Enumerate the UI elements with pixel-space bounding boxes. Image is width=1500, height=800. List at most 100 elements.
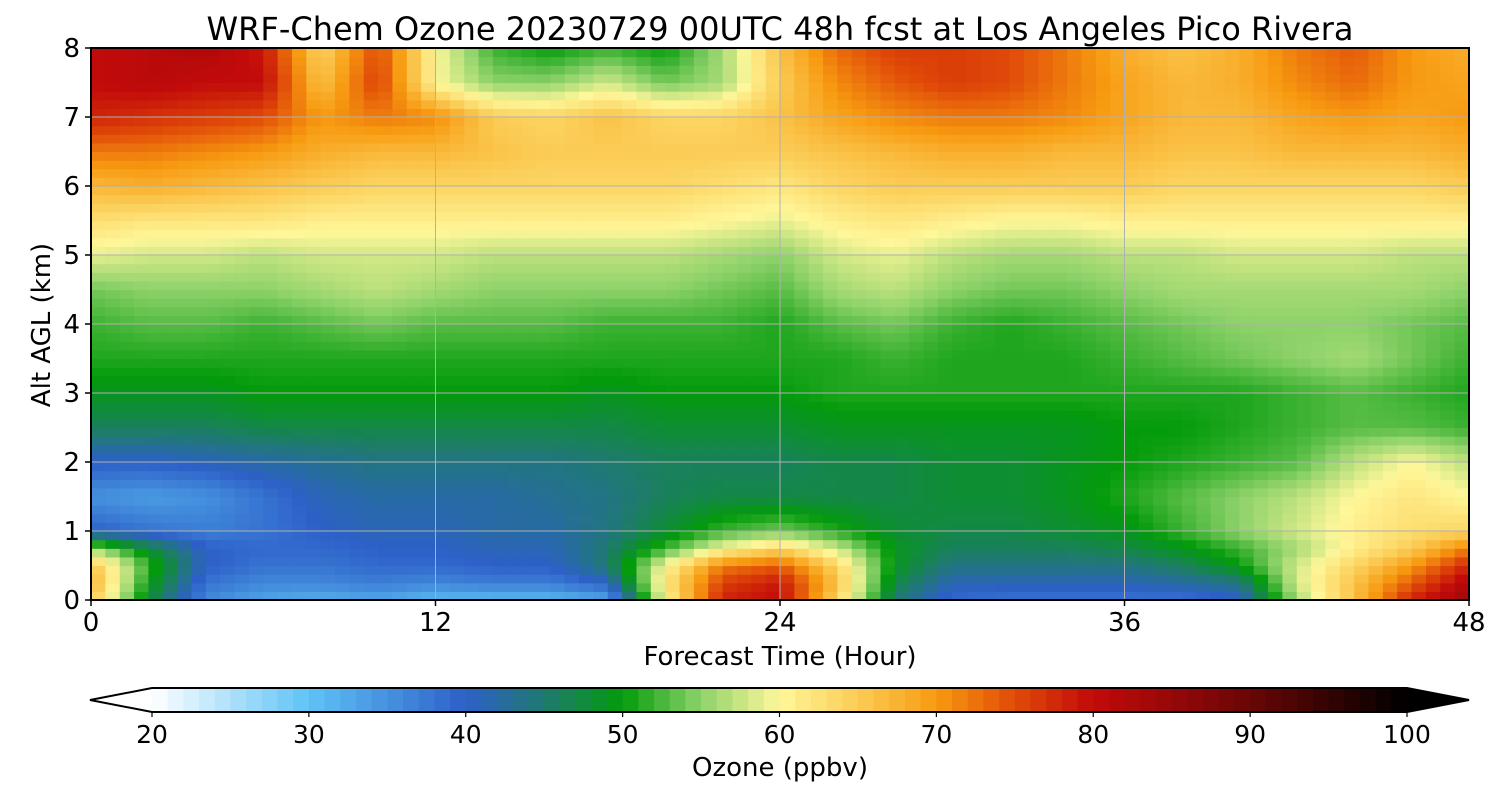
heatmap-cell <box>1354 272 1370 282</box>
heatmap-cell <box>722 341 738 351</box>
heatmap-cell <box>823 289 839 299</box>
heatmap-cell <box>995 375 1011 385</box>
heatmap-cell <box>1124 513 1140 523</box>
heatmap-cell <box>794 574 810 584</box>
heatmap-cell <box>1153 220 1169 230</box>
heatmap-cell <box>1411 582 1427 592</box>
heatmap-cell <box>837 203 853 213</box>
heatmap-cell <box>765 246 781 256</box>
heatmap-cell <box>349 349 365 360</box>
heatmap-cell <box>751 462 767 472</box>
heatmap-cell <box>205 513 221 523</box>
heatmap-cell <box>464 427 480 437</box>
heatmap-cell <box>263 436 279 446</box>
heatmap-cell <box>1339 548 1355 558</box>
heatmap-cell <box>1239 177 1255 187</box>
heatmap-cell <box>1296 487 1312 498</box>
heatmap-cell <box>966 436 982 446</box>
heatmap-cell <box>622 160 638 170</box>
heatmap-cell <box>335 341 350 351</box>
heatmap-cell <box>866 401 882 411</box>
heatmap-cell <box>937 505 953 515</box>
heatmap-cell <box>1397 401 1413 411</box>
heatmap-cell <box>1095 444 1111 454</box>
heatmap-cell <box>550 220 566 230</box>
heatmap-cell <box>808 453 824 463</box>
heatmap-cell <box>1009 280 1025 291</box>
heatmap-cell <box>593 263 609 273</box>
heatmap-cell <box>593 306 609 316</box>
heatmap-cell <box>119 289 135 299</box>
heatmap-cell <box>736 324 752 334</box>
heatmap-cell <box>980 574 996 584</box>
heatmap-cell <box>492 565 508 575</box>
heatmap-cell <box>1153 358 1169 368</box>
heatmap-cell <box>507 315 523 325</box>
heatmap-cell <box>794 393 810 403</box>
heatmap-cell <box>320 306 336 316</box>
heatmap-cell <box>521 531 537 541</box>
heatmap-cell <box>1124 168 1140 178</box>
heatmap-cell <box>622 513 638 523</box>
heatmap-cell <box>392 375 408 385</box>
heatmap-cell <box>1124 470 1140 480</box>
heatmap-cell <box>1253 341 1269 351</box>
heatmap-cell <box>751 487 767 498</box>
heatmap-cell <box>1067 375 1083 385</box>
heatmap-cell <box>1368 479 1384 489</box>
heatmap-cell <box>579 393 594 403</box>
heatmap-cell <box>1411 272 1427 282</box>
heatmap-cell <box>1181 367 1197 377</box>
heatmap-cell <box>823 211 839 222</box>
heatmap-cell <box>234 539 250 549</box>
heatmap-cell <box>794 427 810 437</box>
heatmap-cell <box>492 591 508 601</box>
heatmap-cell <box>91 237 106 247</box>
heatmap-cell <box>1411 237 1427 247</box>
heatmap-cell <box>1181 203 1197 213</box>
heatmap-cell <box>1095 160 1111 170</box>
heatmap-cell <box>162 591 178 601</box>
heatmap-cell <box>780 574 795 584</box>
heatmap-cell <box>995 315 1011 325</box>
heatmap-cell <box>335 522 350 532</box>
heatmap-cell <box>665 505 681 515</box>
heatmap-cell <box>1052 160 1068 170</box>
heatmap-cell <box>966 418 982 429</box>
heatmap-cell <box>607 479 623 489</box>
heatmap-cell <box>464 280 480 291</box>
heatmap-cell <box>1009 531 1025 541</box>
heatmap-cell <box>205 401 221 411</box>
heatmap-cell <box>1354 565 1370 575</box>
heatmap-cell <box>765 324 781 334</box>
heatmap-cell <box>134 522 150 532</box>
heatmap-cell <box>923 255 939 265</box>
heatmap-cell <box>1253 246 1269 256</box>
heatmap-cell <box>780 263 795 273</box>
heatmap-cell <box>1110 332 1126 342</box>
heatmap-cell <box>177 556 193 567</box>
heatmap-cell <box>1368 255 1384 265</box>
heatmap-cell <box>1124 349 1140 360</box>
heatmap-cell <box>880 418 896 429</box>
heatmap-cell <box>966 582 982 592</box>
heatmap-cell <box>148 246 164 256</box>
heatmap-cell <box>1454 151 1470 161</box>
heatmap-cell <box>564 237 580 247</box>
heatmap-cell <box>1296 367 1312 377</box>
heatmap-cell <box>119 453 135 463</box>
heatmap-cell <box>880 220 896 230</box>
heatmap-cell <box>1311 280 1327 291</box>
heatmap-cell <box>1081 177 1097 187</box>
heatmap-cell <box>335 591 350 601</box>
heatmap-cell <box>622 401 638 411</box>
heatmap-cell <box>1253 306 1269 316</box>
heatmap-cell <box>378 436 394 446</box>
heatmap-cell <box>263 341 279 351</box>
heatmap-cell <box>91 401 106 411</box>
heatmap-cell <box>349 401 365 411</box>
heatmap-cell <box>736 375 752 385</box>
heatmap-cell <box>378 177 394 187</box>
heatmap-cell <box>234 272 250 282</box>
heatmap-cell <box>937 444 953 454</box>
